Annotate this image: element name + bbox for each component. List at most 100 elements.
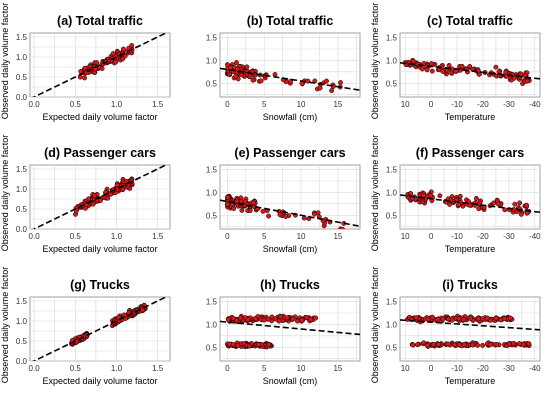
data-point bbox=[424, 67, 430, 73]
panel-f-trend-line bbox=[400, 194, 540, 214]
data-point bbox=[516, 341, 522, 347]
data-point bbox=[90, 201, 96, 207]
y-tick-label: 0.5 bbox=[386, 79, 398, 88]
data-point bbox=[265, 316, 271, 322]
panel-e-points bbox=[224, 193, 347, 229]
y-tick-label: 1.5 bbox=[386, 166, 398, 175]
panel-i-x-axis-label: Temperature bbox=[445, 376, 496, 386]
panel-g-title: (g) Trucks bbox=[70, 278, 130, 292]
data-point bbox=[97, 198, 103, 204]
y-tick-label: 0.5 bbox=[206, 343, 218, 352]
data-point bbox=[108, 191, 114, 197]
data-point bbox=[82, 75, 88, 81]
data-point bbox=[266, 213, 272, 219]
data-point bbox=[461, 342, 467, 347]
panel-g-y-axis-label: Observed daily volume factor bbox=[0, 267, 10, 384]
panel-b: (b) Total traffic 0 5 10 15 0.5 1.0 1.5 Snowfall… bbox=[206, 14, 361, 122]
y-tick-label: 1.5 bbox=[386, 298, 398, 307]
data-point bbox=[105, 195, 111, 201]
x-tick-label: -30 bbox=[503, 364, 515, 373]
data-point bbox=[308, 316, 313, 322]
y-tick-label: 1.0 bbox=[386, 320, 398, 329]
panel-g-x-axis-label: Expected daily volume factor bbox=[42, 376, 157, 386]
data-point bbox=[419, 66, 425, 72]
data-point bbox=[440, 68, 446, 74]
data-point bbox=[437, 193, 443, 199]
data-point bbox=[410, 342, 416, 348]
data-point bbox=[317, 85, 323, 91]
data-point bbox=[299, 317, 305, 323]
data-point bbox=[521, 341, 526, 347]
panel-f-y-axis-label: Observed daily volume factor bbox=[370, 135, 380, 252]
data-point bbox=[290, 316, 296, 322]
data-point bbox=[425, 316, 431, 322]
data-point bbox=[329, 88, 335, 94]
panel-f: (f) Passenger cars 10 0 -10 -20 -30 -40 0.5 1.0 1… bbox=[370, 135, 541, 254]
data-point bbox=[467, 63, 473, 69]
data-point bbox=[86, 196, 91, 202]
data-point bbox=[493, 64, 499, 70]
y-tick-label: 1.0 bbox=[16, 317, 28, 326]
x-tick-label: 1.5 bbox=[152, 100, 164, 109]
data-point bbox=[235, 66, 241, 72]
data-point bbox=[518, 71, 524, 77]
x-tick-label: 0.0 bbox=[29, 100, 41, 109]
x-tick-label: 10 bbox=[297, 364, 306, 373]
x-tick-label: 0.0 bbox=[29, 364, 41, 373]
panel-f-title: (f) Passenger cars bbox=[416, 146, 524, 160]
panel-b-trend-line bbox=[220, 67, 360, 91]
data-point bbox=[506, 341, 512, 347]
x-tick-label: 5 bbox=[262, 100, 267, 109]
x-tick-label: 0.5 bbox=[70, 100, 82, 109]
data-point bbox=[507, 315, 513, 321]
y-tick-label: 1.5 bbox=[16, 297, 28, 306]
x-tick-label: -10 bbox=[451, 100, 463, 109]
panel-d-title: (d) Passenger cars bbox=[44, 146, 156, 160]
data-point bbox=[468, 315, 474, 321]
x-tick-label: -30 bbox=[503, 232, 515, 241]
data-point bbox=[239, 207, 245, 213]
y-tick-label: 0.5 bbox=[16, 205, 28, 214]
x-tick-label: 1.0 bbox=[111, 364, 123, 373]
x-tick-label: 0 bbox=[429, 100, 434, 109]
data-point bbox=[82, 205, 88, 211]
data-point bbox=[445, 316, 451, 322]
panel-g: (g) Trucks 0.0 0.5 1.0 1.5 0.0 0.5 1.0 1.5 Expect… bbox=[0, 267, 171, 386]
data-point bbox=[493, 341, 499, 347]
x-tick-label: -30 bbox=[503, 100, 515, 109]
data-point bbox=[408, 191, 414, 196]
x-tick-label: -20 bbox=[477, 100, 489, 109]
y-tick-label: 1.0 bbox=[206, 320, 218, 329]
x-tick-label: 15 bbox=[333, 100, 342, 109]
data-point bbox=[120, 56, 125, 62]
data-point bbox=[224, 62, 230, 68]
data-point bbox=[457, 193, 463, 199]
data-point bbox=[114, 182, 120, 188]
panel-i-points bbox=[405, 313, 532, 349]
data-point bbox=[511, 340, 517, 346]
panel-c-trend-line bbox=[400, 62, 540, 80]
data-point bbox=[427, 193, 433, 199]
data-point bbox=[250, 200, 256, 206]
data-point bbox=[234, 198, 240, 204]
data-point bbox=[260, 208, 266, 214]
panel-h-title: (h) Trucks bbox=[260, 278, 320, 292]
x-tick-label: 0 bbox=[225, 364, 230, 373]
data-point bbox=[247, 343, 252, 349]
data-point bbox=[258, 78, 264, 84]
data-point bbox=[272, 72, 278, 77]
x-tick-label: 10 bbox=[401, 232, 410, 241]
data-point bbox=[252, 316, 258, 321]
panel-e-plot-area bbox=[219, 164, 361, 230]
y-tick-label: 1.5 bbox=[206, 34, 218, 43]
y-tick-label: 1.0 bbox=[206, 56, 218, 65]
data-point bbox=[446, 62, 452, 68]
x-tick-label: -40 bbox=[529, 364, 541, 373]
x-tick-label: 15 bbox=[333, 232, 342, 241]
y-tick-label: 0.5 bbox=[16, 337, 28, 346]
data-point bbox=[99, 66, 105, 72]
data-point bbox=[230, 315, 236, 321]
panel-d-trend-line bbox=[32, 165, 168, 229]
data-point bbox=[498, 317, 504, 323]
